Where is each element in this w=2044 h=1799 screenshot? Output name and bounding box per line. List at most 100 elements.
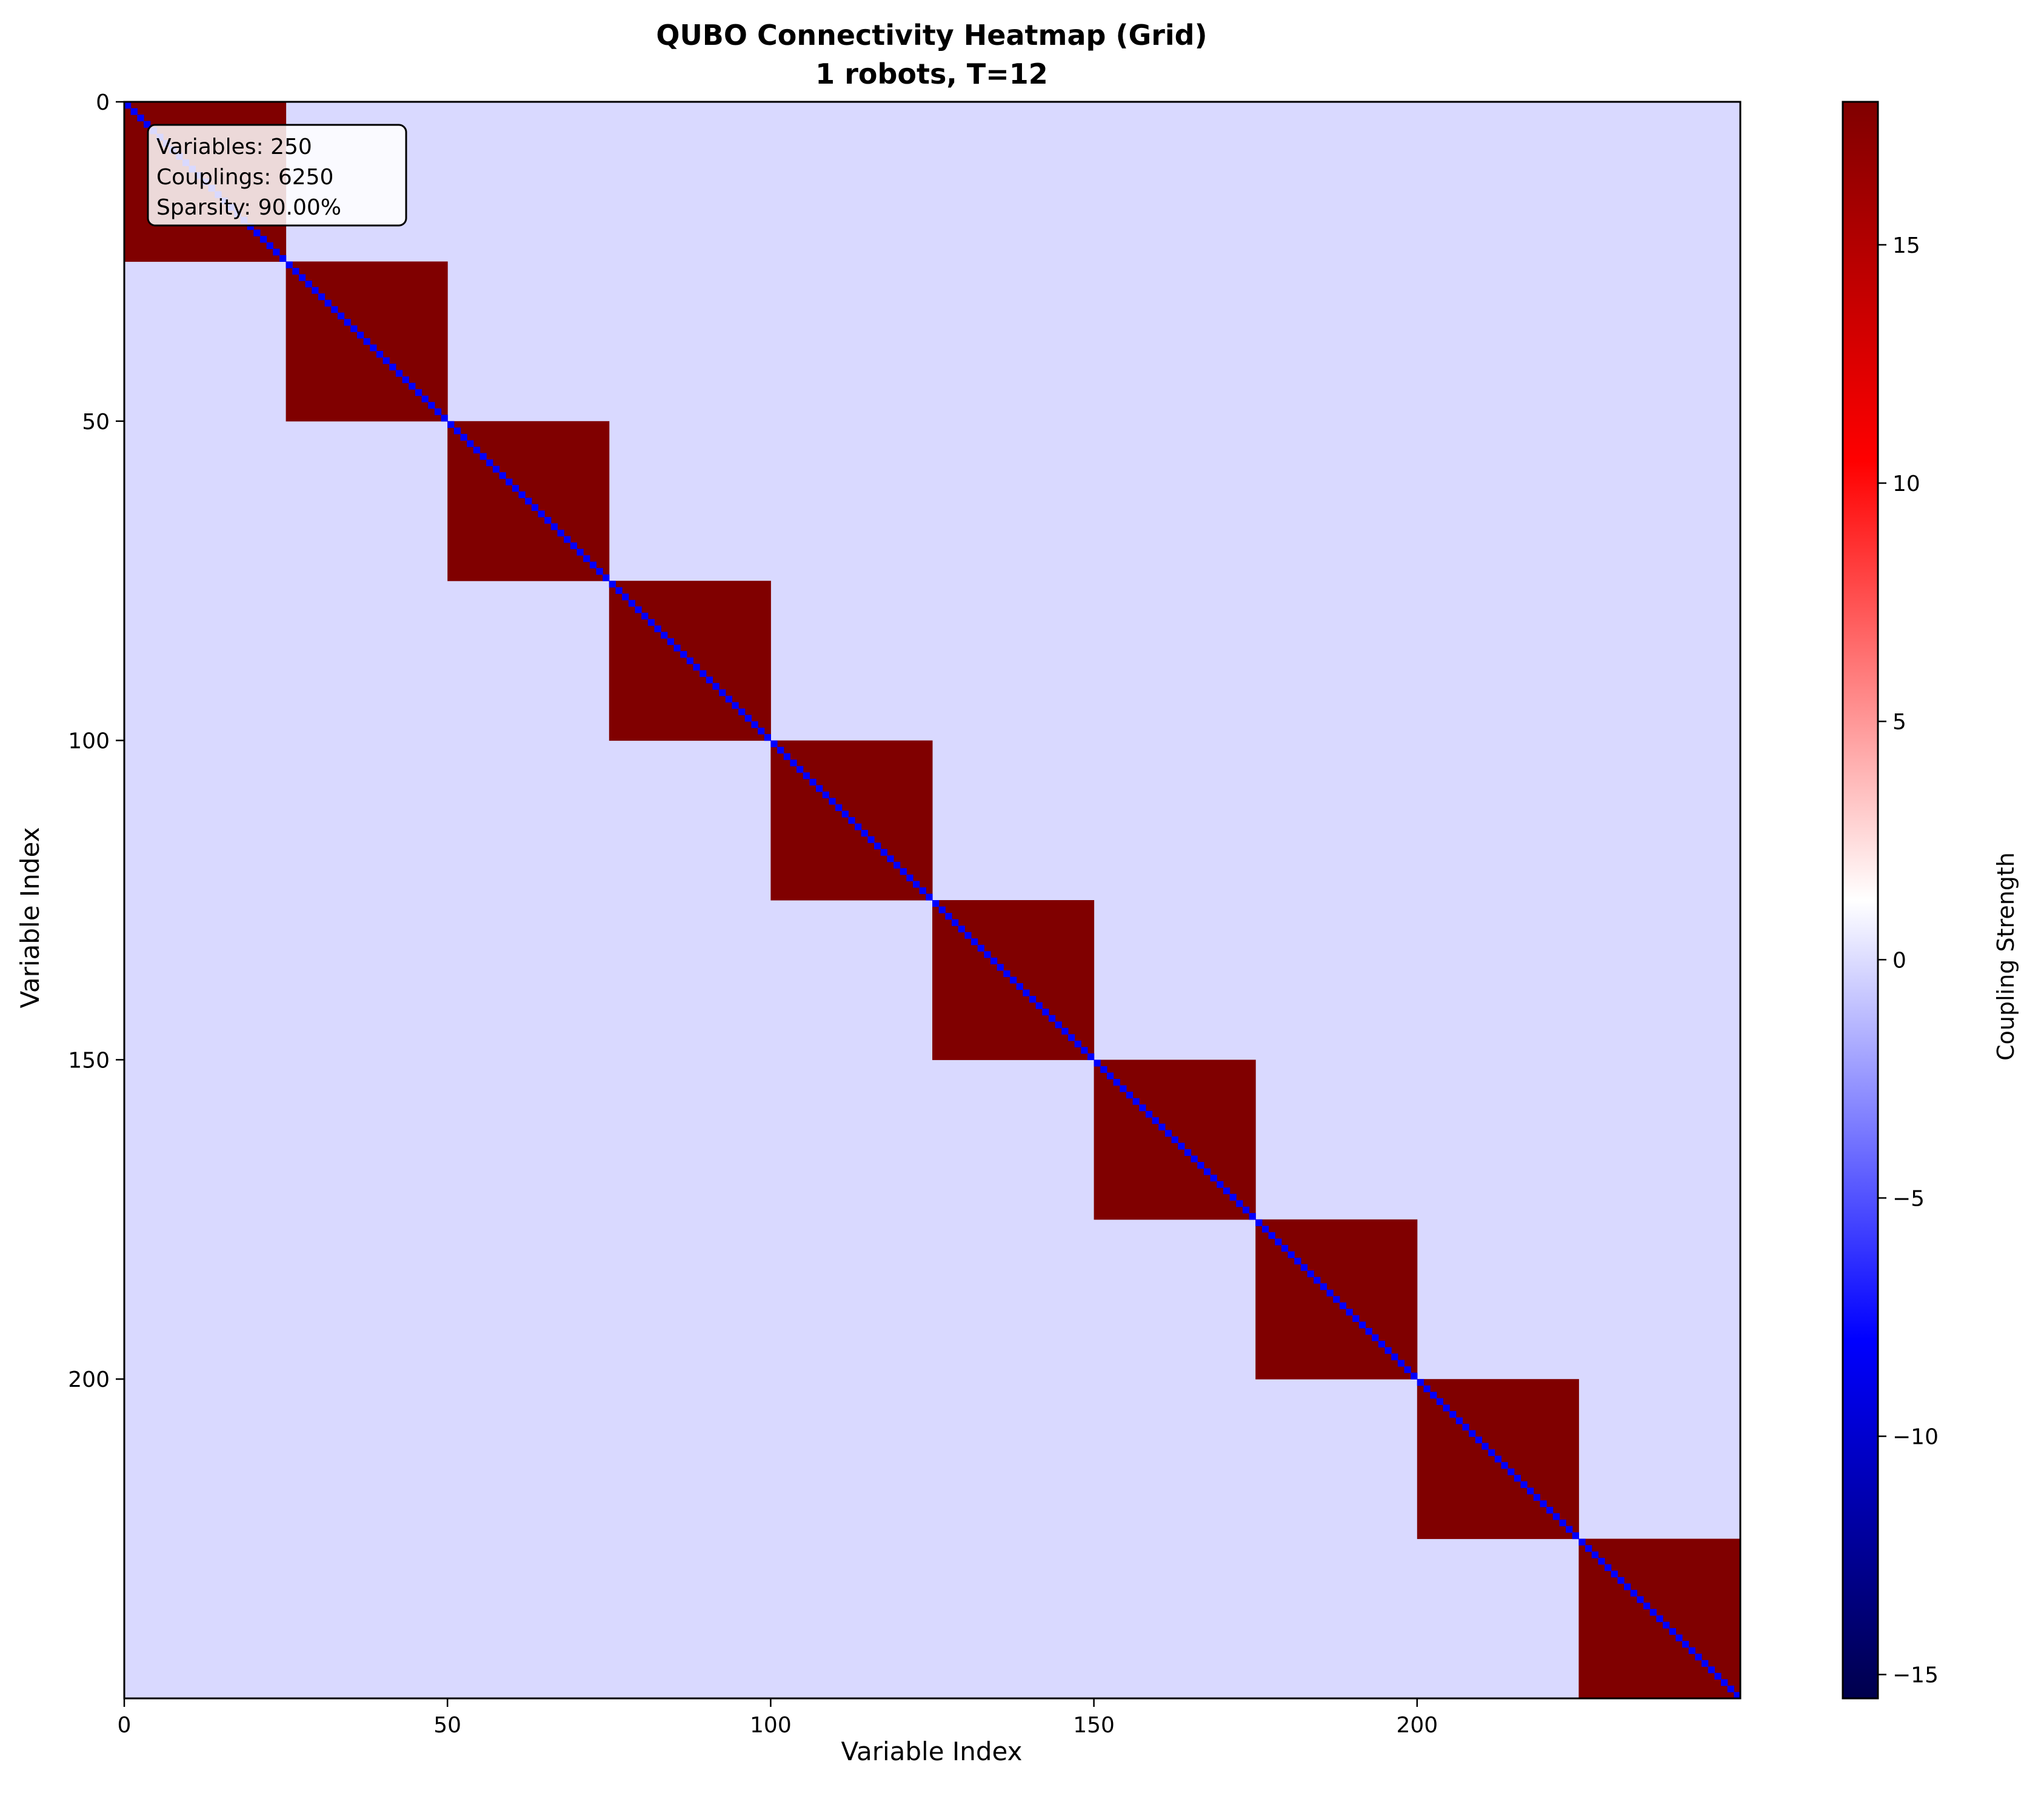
heatmap-diagonal-cell xyxy=(376,350,384,358)
heatmap-diagonal-cell xyxy=(1475,1437,1483,1444)
heatmap-diagonal-cell xyxy=(557,529,564,537)
heatmap-diagonal-cell xyxy=(951,919,959,926)
heatmap-diagonal-cell xyxy=(1578,1538,1586,1546)
heatmap-diagonal-cell xyxy=(292,267,299,275)
heatmap-diagonal-cell xyxy=(661,632,668,639)
heatmap-diagonal-cell xyxy=(1152,1117,1159,1124)
heatmap-diagonal-cell xyxy=(538,510,545,518)
chart-title: QUBO Connectivity Heatmap (Grid) xyxy=(656,19,1207,52)
heatmap-diagonal-cell xyxy=(1591,1551,1598,1558)
heatmap-diagonal-cell xyxy=(318,293,326,301)
heatmap-diagonal-cell xyxy=(1120,1085,1127,1092)
heatmap-diagonal-cell xyxy=(1106,1072,1114,1080)
x-axis-ticks: 0 50 100 150 200 xyxy=(118,1698,1438,1738)
heatmap-diagonal-cell xyxy=(1423,1385,1431,1392)
heatmap-diagonal-cell xyxy=(1281,1244,1289,1252)
heatmap-diagonal-cell xyxy=(712,683,720,690)
heatmap-diagonal-cell xyxy=(764,734,771,741)
heatmap-diagonal-cell xyxy=(1630,1589,1637,1597)
heatmap-diagonal-cell xyxy=(1346,1309,1353,1316)
heatmap-diagonal-cell xyxy=(1320,1283,1328,1290)
heatmap-diagonal-cell xyxy=(938,906,946,913)
heatmap-diagonal-cell xyxy=(603,574,610,581)
heatmap-diagonal-cell xyxy=(143,121,151,128)
heatmap-diagonal-cell xyxy=(855,823,862,830)
heatmap-diagonal-cell xyxy=(977,944,984,952)
heatmap-diagonal-cell xyxy=(835,804,843,812)
heatmap-diagonal-cell xyxy=(421,395,429,402)
heatmap-diagonal-cell xyxy=(441,415,448,422)
heatmap-diagonal-cell xyxy=(467,440,474,447)
y-tick-label: 50 xyxy=(82,410,110,435)
heatmap-diagonal-cell xyxy=(324,299,332,307)
colorbar-label: Coupling Strength xyxy=(1992,852,2019,1061)
heatmap-diagonal-cell xyxy=(1061,1027,1069,1035)
heatmap-diagonal-cell xyxy=(958,926,965,933)
heatmap-diagonal-cell xyxy=(1339,1302,1347,1309)
y-tick-label: 200 xyxy=(68,1367,110,1392)
heatmap-diagonal-cell xyxy=(428,402,435,409)
colorbar-tick-label: 10 xyxy=(1892,472,1920,496)
heatmap-diagonal-cell xyxy=(1261,1226,1269,1233)
heatmap-diagonal-cell xyxy=(919,887,926,895)
heatmap-diagonal-cell xyxy=(1074,1040,1081,1047)
heatmap-diagonal-cell xyxy=(1288,1251,1295,1258)
heatmap-diagonal-cell xyxy=(880,849,887,856)
heatmap-diagonal-cell xyxy=(1087,1053,1095,1060)
heatmap-diagonal-cell xyxy=(809,778,817,786)
heatmap-diagonal-cell xyxy=(1178,1143,1185,1150)
heatmap-diagonal-cell xyxy=(945,913,952,920)
heatmap-diagonal-cell xyxy=(628,599,636,607)
heatmap-diagonal-cell xyxy=(486,459,493,467)
heatmap-diagonal-cell xyxy=(356,332,364,339)
heatmap-diagonal-cell xyxy=(1605,1564,1612,1571)
heatmap-diagonal-cell xyxy=(1688,1647,1695,1654)
heatmap-diagonal-cell xyxy=(997,964,1004,971)
heatmap-diagonal-cell xyxy=(1643,1602,1651,1610)
heatmap-diagonal-cell xyxy=(1520,1481,1528,1488)
colorbar-gradient xyxy=(1842,101,1879,1700)
heatmap-diagonal-cell xyxy=(861,830,868,837)
colorbar-tick-label: −15 xyxy=(1892,1663,1939,1688)
x-tick-label: 50 xyxy=(433,1713,461,1738)
heatmap-diagonal-cell xyxy=(673,644,681,652)
heatmap-diagonal-cell xyxy=(1566,1526,1573,1533)
heatmap-diagonal-cell xyxy=(1365,1327,1372,1335)
heatmap-diagonal-cell xyxy=(1139,1104,1146,1112)
heatmap-diagonal-cell xyxy=(130,108,138,115)
heatmap-diagonal-cell xyxy=(783,753,790,760)
heatmap-diagonal-cell xyxy=(531,504,539,511)
colorbar-tick-label: −5 xyxy=(1892,1186,1925,1211)
heatmap-diagonal-cell xyxy=(1430,1392,1437,1399)
heatmap-diagonal-cell xyxy=(1384,1347,1392,1354)
heatmap-diagonal-cell xyxy=(706,676,713,684)
heatmap-diagonal-cell xyxy=(1372,1334,1379,1341)
heatmap-diagonal-cell xyxy=(615,587,623,594)
heatmap-diagonal-cell xyxy=(1100,1066,1107,1073)
heatmap-diagonal-cell xyxy=(525,498,532,505)
heatmap-diagonal-cell xyxy=(1126,1092,1134,1099)
heatmap-diagonal-cell xyxy=(1649,1609,1657,1616)
heatmap-diagonal-cell xyxy=(874,843,881,850)
heatmap-diagonal-cell xyxy=(1436,1398,1444,1405)
heatmap-diagonal-cell xyxy=(409,382,416,390)
heatmap-diagonal-cell xyxy=(389,363,396,371)
heatmap-diagonal-cell xyxy=(1527,1487,1534,1495)
heatmap-diagonal-cell xyxy=(751,721,758,729)
heatmap-diagonal-cell xyxy=(700,670,707,677)
heatmap-diagonal-cell xyxy=(1540,1500,1547,1507)
heatmap-diagonal-cell xyxy=(1268,1232,1275,1240)
heatmap-diagonal-cell xyxy=(253,229,261,236)
heatmap-diagonal-cell xyxy=(273,249,280,256)
heatmap-diagonal-cell xyxy=(822,791,829,799)
heatmap-diagonal-cell xyxy=(1023,989,1030,996)
heatmap-diagonal-cell xyxy=(1714,1672,1722,1680)
heatmap-diagonal-cell xyxy=(479,453,487,460)
heatmap-diagonal-cell xyxy=(797,766,804,773)
heatmap-diagonal-cell xyxy=(777,747,784,754)
heatmap-diagonal-cell xyxy=(1184,1149,1192,1156)
heatmap-diagonal-cell xyxy=(1255,1219,1263,1226)
heatmap-diagonal-cell xyxy=(732,702,739,709)
colorbar-tick-label: 5 xyxy=(1892,710,1906,735)
heatmap-diagonal-cell xyxy=(932,900,940,907)
